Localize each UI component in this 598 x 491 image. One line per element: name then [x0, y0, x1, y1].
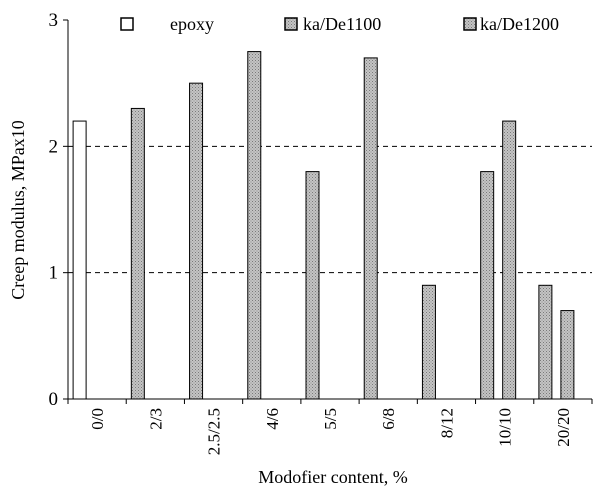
bar: [421, 284, 436, 400]
x-tick-label: 2.5/2.5: [205, 408, 224, 455]
y-tick-label: 0: [49, 389, 59, 410]
y-tick-labels: 0 1 2 3: [49, 10, 59, 410]
legend-label: ka/De1200: [480, 14, 559, 34]
bars: [72, 51, 575, 400]
bar: [502, 120, 517, 400]
x-tick-label: 2/3: [146, 408, 165, 430]
legend: epoxy ka/De1100 ka/De1200: [120, 14, 559, 34]
bar: [560, 310, 575, 400]
x-tick-label: 0/0: [88, 408, 107, 430]
y-tick-label: 2: [49, 136, 59, 157]
axes: [63, 19, 593, 404]
x-tick-labels: 0/0 2/3 2.5/2.5 4/6 5/5 6/8 8/12 10/10 20/20: [88, 408, 573, 455]
legend-label: epoxy: [170, 14, 214, 34]
bar: [305, 171, 320, 400]
x-tick-label: 10/10: [496, 408, 515, 447]
legend-label: ka/De1100: [303, 14, 381, 34]
x-tick-label: 5/5: [321, 408, 340, 430]
x-tick-label: 20/20: [554, 408, 573, 447]
bar: [189, 82, 204, 400]
bar: [130, 107, 145, 400]
x-tick-label: 6/8: [379, 408, 398, 430]
y-tick-label: 1: [49, 263, 59, 284]
bar: [247, 51, 262, 400]
y-axis-title: Creep modulus, MPax10: [8, 120, 28, 300]
y-tick-label: 3: [49, 10, 59, 31]
bar: [480, 171, 495, 400]
bar: [538, 284, 553, 400]
bar: [72, 120, 87, 400]
legend-swatch: [120, 17, 134, 31]
legend-swatch: [463, 17, 477, 31]
x-axis-title: Modofier content, %: [258, 467, 407, 487]
x-tick-label: 8/12: [437, 408, 456, 438]
bar: [363, 57, 378, 400]
legend-swatch: [284, 17, 298, 31]
x-tick-label: 4/6: [263, 408, 282, 430]
